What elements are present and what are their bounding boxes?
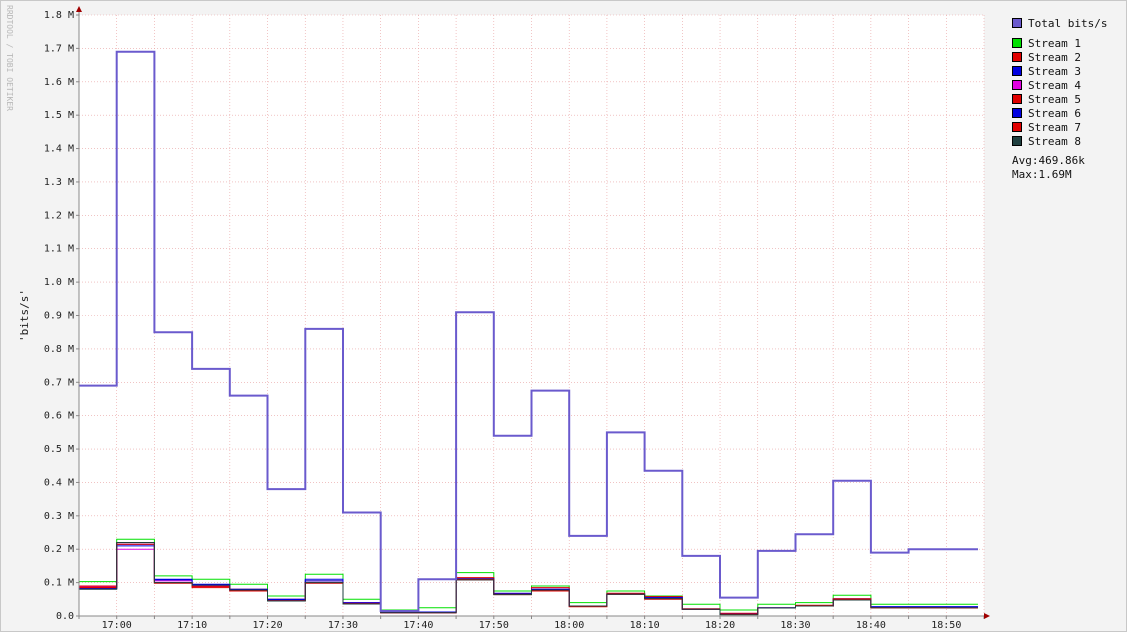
y-tick-label: 0.4 M [44, 477, 74, 488]
y-tick-label: 0.3 M [44, 511, 74, 522]
legend-swatch-stream-7 [1012, 122, 1022, 132]
x-tick-label: 17:30 [328, 620, 358, 631]
y-tick-label: 0.8 M [44, 344, 74, 355]
legend-swatch-stream-8 [1012, 136, 1022, 146]
legend-entry-stream-4: Stream 4 [1012, 78, 1107, 92]
legend-swatch-stream-4 [1012, 80, 1022, 90]
y-tick-label: 1.1 M [44, 244, 74, 255]
y-tick-label: 1.5 M [44, 110, 74, 121]
watermark: RRDTOOL / TOBI OETIKER [5, 5, 14, 111]
legend-entry-stream-6: Stream 6 [1012, 106, 1107, 120]
legend-label-total: Total bits/s [1028, 16, 1108, 30]
x-tick-label: 17:10 [177, 620, 207, 631]
legend-label-stream-8: Stream 8 [1028, 134, 1081, 148]
y-tick-label: 1.2 M [44, 210, 74, 221]
legend-entry-stream-7: Stream 7 [1012, 120, 1107, 134]
legend-stats: Avg:469.86k Max:1.69M [1012, 154, 1107, 182]
y-tick-label: 1.8 M [44, 10, 74, 21]
legend-swatch-stream-3 [1012, 66, 1022, 76]
y-tick-label: 0.9 M [44, 311, 74, 322]
legend-label-stream-4: Stream 4 [1028, 78, 1081, 92]
y-tick-label: 1.6 M [44, 77, 74, 88]
series-line-total-bits-s [79, 50, 978, 612]
y-tick-label: 1.0 M [44, 277, 74, 288]
y-tick-label: 0.2 M [44, 544, 74, 555]
legend-label-stream-2: Stream 2 [1028, 50, 1081, 64]
x-axis-arrow [984, 613, 990, 619]
legend-swatch-stream-1 [1012, 38, 1022, 48]
legend-swatch-stream-6 [1012, 108, 1022, 118]
x-tick-label: 18:10 [630, 620, 660, 631]
legend-swatch-stream-5 [1012, 94, 1022, 104]
legend-entry-total: Total bits/s [1012, 16, 1107, 30]
x-tick-label: 18:00 [554, 620, 584, 631]
x-tick-label: 18:30 [780, 620, 810, 631]
x-tick-label: 18:40 [856, 620, 886, 631]
y-axis-label: 'bits/s' [18, 289, 31, 342]
y-tick-label: 1.4 M [44, 144, 74, 155]
legend-max: Max:1.69M [1012, 168, 1072, 181]
x-tick-label: 17:20 [252, 620, 282, 631]
legend-label-stream-5: Stream 5 [1028, 92, 1081, 106]
y-tick-label: 0.5 M [44, 444, 74, 455]
legend-entry-stream-2: Stream 2 [1012, 50, 1107, 64]
legend-swatch-total [1012, 18, 1022, 28]
y-tick-label: 0.1 M [44, 578, 74, 589]
series-line-stream-8 [79, 542, 978, 616]
x-tick-label: 18:50 [931, 620, 961, 631]
series-line-stream-1 [79, 538, 978, 611]
y-axis-arrow [76, 6, 82, 12]
y-tick-label: 0.0 [56, 611, 74, 622]
x-tick-label: 17:00 [102, 620, 132, 631]
x-tick-label: 17:40 [403, 620, 433, 631]
legend-entry-stream-3: Stream 3 [1012, 64, 1107, 78]
y-tick-label: 0.6 M [44, 411, 74, 422]
legend: Total bits/s Stream 1 Stream 2 Stream 3 … [1012, 16, 1107, 182]
y-tick-label: 1.3 M [44, 177, 74, 188]
y-tick-label: 0.7 M [44, 377, 74, 388]
legend-label-stream-7: Stream 7 [1028, 120, 1081, 134]
y-tick-label: 1.7 M [44, 43, 74, 54]
legend-label-stream-3: Stream 3 [1028, 64, 1081, 78]
legend-avg: Avg:469.86k [1012, 154, 1085, 167]
legend-label-stream-1: Stream 1 [1028, 36, 1081, 50]
legend-swatch-stream-2 [1012, 52, 1022, 62]
x-tick-label: 18:20 [705, 620, 735, 631]
legend-entry-stream-8: Stream 8 [1012, 134, 1107, 148]
x-tick-label: 17:50 [479, 620, 509, 631]
legend-label-stream-6: Stream 6 [1028, 106, 1081, 120]
legend-entry-stream-1: Stream 1 [1012, 36, 1107, 50]
legend-entry-stream-5: Stream 5 [1012, 92, 1107, 106]
